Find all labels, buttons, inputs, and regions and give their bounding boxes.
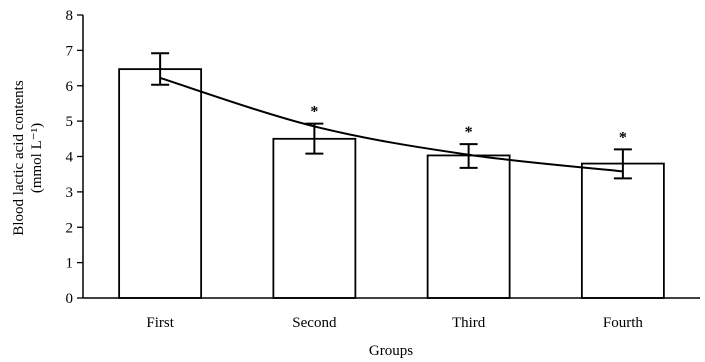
bar — [426, 154, 511, 299]
x-category-label: Second — [292, 315, 337, 331]
x-category-label: First — [146, 315, 174, 331]
y-tick-label: 0 — [66, 291, 74, 307]
trend-line-group — [159, 77, 623, 173]
x-category-label: Fourth — [603, 315, 644, 331]
y-tick-label: 6 — [66, 79, 74, 95]
y-tick-label: 8 — [66, 8, 74, 24]
x-axis-title: Groups — [369, 343, 413, 359]
significance-marks: * * * — [310, 104, 627, 147]
y-tick-label: 3 — [66, 185, 74, 201]
error-bars — [151, 52, 632, 180]
trend-line — [159, 77, 623, 173]
bar — [580, 162, 665, 299]
x-category-label: Third — [452, 315, 486, 331]
significance-asterisk: * — [310, 104, 318, 121]
significance-asterisk: * — [619, 129, 627, 146]
y-tick-label: 7 — [66, 43, 74, 59]
x-axis-category-labels: First Second Third Fourth — [146, 315, 643, 331]
y-axis-title-line2: (mmol L⁻¹) — [29, 123, 45, 193]
y-tick-label: 2 — [66, 220, 74, 236]
bar — [118, 68, 203, 299]
bar — [272, 137, 357, 299]
y-tick-label: 4 — [66, 150, 74, 166]
bars — [118, 68, 665, 299]
y-axis-ticks: 0 1 2 3 4 5 6 7 8 — [66, 8, 83, 307]
y-tick-label: 5 — [66, 114, 74, 130]
significance-asterisk: * — [465, 124, 473, 141]
y-axis-title-line1: Blood lactic acid contents — [11, 80, 27, 236]
y-tick-label: 1 — [66, 256, 74, 272]
